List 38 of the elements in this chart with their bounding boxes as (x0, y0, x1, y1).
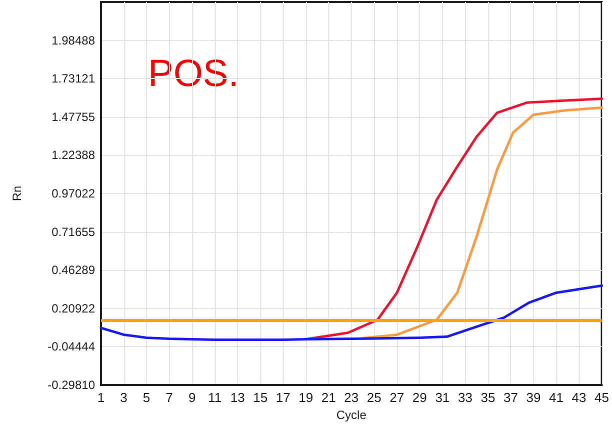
y-tick-label: 1.73121 (52, 72, 96, 86)
x-tick-label: 33 (458, 390, 472, 405)
line-series (304, 97, 604, 340)
x-tick-label: 17 (276, 390, 290, 405)
y-tick-label: 0.46289 (52, 263, 96, 278)
x-tick-label: 27 (390, 390, 404, 405)
x-tick-label: 9 (188, 390, 196, 405)
line-series (362, 106, 604, 340)
x-tick-label: 13 (230, 390, 245, 405)
y-tick-label: 1.22388 (52, 148, 96, 162)
x-tick-label: 1 (97, 390, 105, 405)
x-tick-label: 21 (321, 390, 336, 405)
line-series (100, 284, 604, 341)
x-tick-label: 11 (208, 390, 222, 405)
x-tick-label: 37 (503, 390, 518, 405)
y-tick-label: 1.98488 (52, 33, 96, 48)
x-tick-label: 39 (526, 390, 541, 405)
x-tick-label: 31 (435, 390, 450, 405)
x-tick-label: 3 (120, 390, 128, 405)
x-tick-label: 29 (412, 390, 427, 405)
x-tick-label: 35 (480, 390, 496, 405)
y-tick-label: 0.97022 (52, 186, 96, 200)
y-tick-label: -0.04444 (48, 340, 96, 354)
y-tick-label: 0.71655 (52, 224, 96, 239)
x-tick-label: 5 (142, 390, 150, 405)
y-axis-title: Rn (10, 186, 24, 202)
y-tick-label: 1.47755 (52, 110, 96, 124)
x-tick-label: 19 (298, 390, 314, 405)
y-tick-label: 0.20922 (52, 301, 96, 316)
x-tick-label: 23 (344, 390, 359, 405)
x-tick-label: 45 (594, 390, 610, 405)
x-tick-label: 41 (549, 390, 564, 405)
x-tick-label: 43 (572, 390, 586, 405)
x-tick-label: 7 (166, 390, 173, 405)
x-axis-title: Cycle (336, 408, 367, 422)
x-tick-label: 25 (366, 390, 382, 405)
x-tick-label: 15 (253, 390, 268, 405)
y-tick-label: -0.29810 (48, 378, 96, 392)
